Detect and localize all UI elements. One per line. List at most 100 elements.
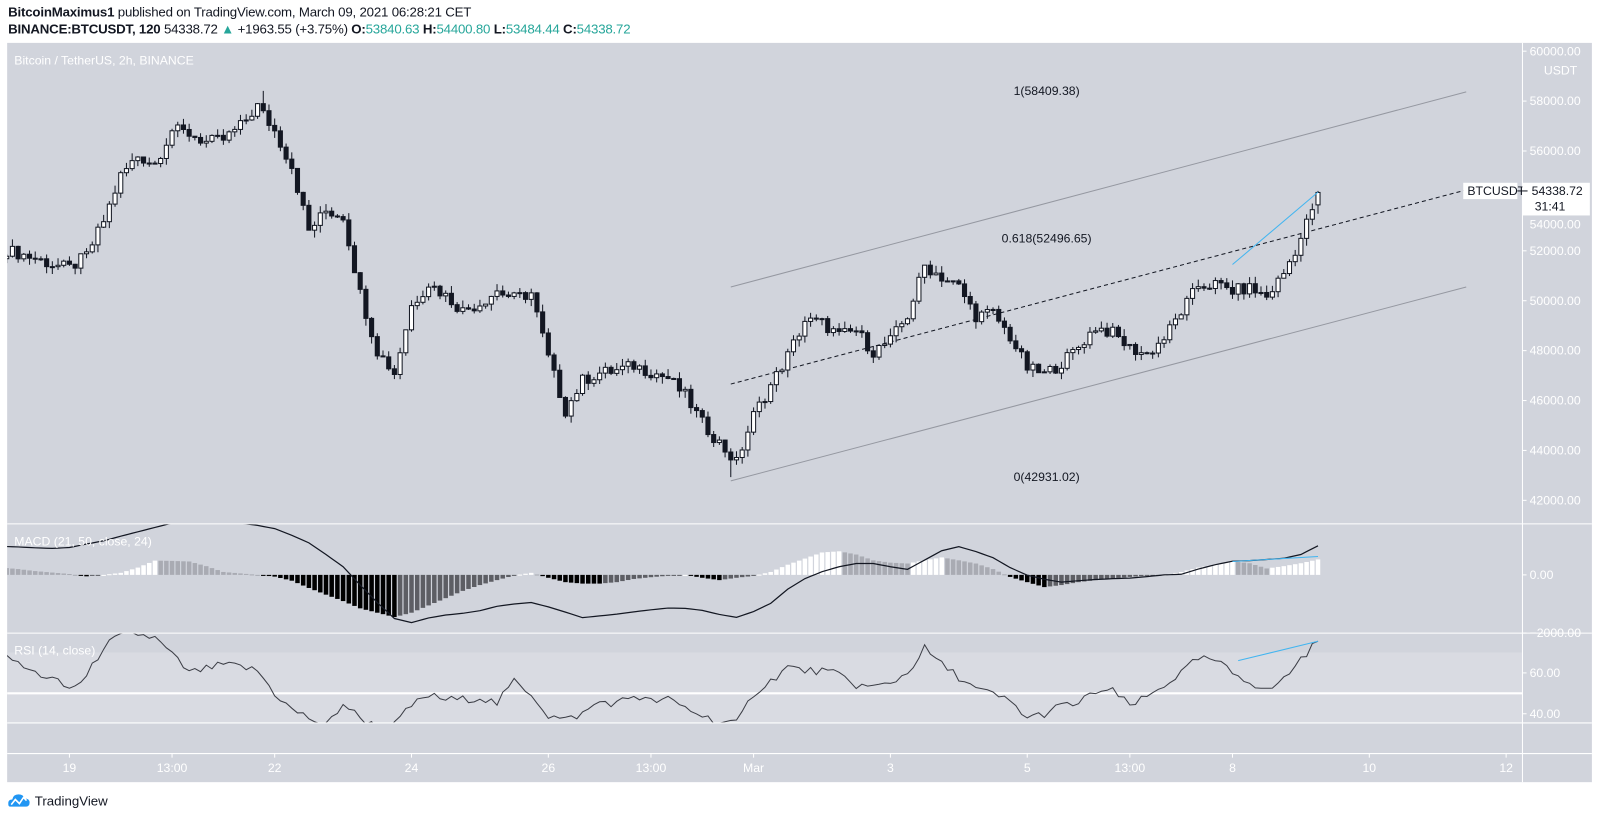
candle-body [192,135,198,138]
macd-trendline-blue[interactable] [1232,556,1319,563]
candle [1075,345,1082,355]
candle-body [1075,346,1082,351]
macd-histogram-bar [1310,560,1315,575]
candle [574,389,580,402]
brand-footer[interactable]: TradingView [8,792,108,808]
candle [294,167,301,195]
candle-body [163,144,169,159]
candle-body [1047,365,1053,373]
candle-body [152,162,158,165]
macd-histogram-bar [84,574,89,577]
macd-histogram-bar [859,556,865,575]
candle [996,305,1002,324]
candle [899,321,905,333]
macd-histogram-bar [682,574,688,576]
macd-histogram-bar [403,574,409,615]
candle-body [716,439,722,444]
symbol-label: BTCUSDT [1467,184,1525,198]
candle-body [1013,340,1019,350]
candle-body [1150,352,1156,355]
candle [55,258,61,270]
macd-histogram-bar [757,574,762,576]
time-axis-label: 5 [1024,761,1031,775]
macd-histogram-bar [1275,566,1281,575]
trendline-blue[interactable] [1232,191,1319,265]
macd-histogram-bar [785,564,791,575]
candle [243,114,249,125]
channel-lower-line[interactable] [730,286,1467,482]
channel-middle-line[interactable] [730,189,1467,385]
macd-histogram-bar [437,574,443,601]
candle-body [813,317,819,320]
candle [169,128,175,149]
price-axis-label: 56000.00 [1530,144,1581,158]
macd-histogram-bar [962,561,967,575]
candle [751,407,757,436]
macd-histogram-bar [477,574,483,586]
candle-body [1275,277,1281,293]
rsi-legend: RSI (14, close) [14,644,95,658]
macd-histogram-bar [910,562,916,575]
macd-histogram-bar [340,574,346,602]
macd-histogram-bar [990,569,996,575]
rsi-trendline-blue[interactable] [1238,640,1319,662]
fib-level-label[interactable]: 0.618(52496.65) [1002,232,1092,246]
candle [1252,276,1258,298]
candle-body [483,303,489,307]
channel-upper-line[interactable] [730,91,1467,288]
open-label: O: [351,21,366,37]
macd-histogram-bar [471,574,477,588]
macd-histogram-bar [1019,574,1024,581]
candle-body [61,260,67,266]
candle-body [676,378,683,392]
candle-body [1212,280,1218,290]
candle [237,114,244,135]
publisher-name[interactable]: BitcoinMaximus1 [8,4,115,20]
macd-histogram-bar [979,565,984,575]
candle-body [83,251,90,255]
candle [1269,285,1275,300]
candle [802,316,808,343]
macd-histogram-bar [1030,574,1036,584]
macd-histogram-bar [1315,559,1321,575]
candle-body [728,451,734,461]
candle-body [1309,209,1315,220]
candle [1036,363,1042,374]
macd-histogram-bar [574,574,580,584]
axes[interactable]: 60000.00 58000.00 56000.00 54000.00 52000.00… [63,44,1582,775]
candle-body [665,376,671,379]
candle [722,439,728,458]
candle-body [790,339,797,353]
macd-histogram-bar [876,561,882,575]
time-axis-label: Mar [743,761,764,775]
candle [203,135,209,148]
candle [916,272,922,305]
candle [289,152,295,175]
candle [540,304,546,338]
macd-histogram-bar [945,558,950,575]
fib-level-label[interactable]: 0(42931.02) [1014,470,1080,484]
bar-countdown: 31:41 [1535,199,1566,213]
candle [283,143,289,164]
macd-histogram-bar [186,561,192,575]
macd-histogram-bar [620,574,625,582]
candle [1309,203,1315,226]
candle-body [369,317,375,338]
price-axis-label: 46000.00 [1530,394,1581,408]
candle-body [391,368,397,375]
time-axis-label: 19 [63,761,77,775]
macd-histogram-bar [232,572,238,575]
candle-body [904,318,911,325]
macd-histogram-bar [637,574,642,579]
macd-histogram-bar [1224,562,1230,575]
macd-histogram-bar [72,574,78,576]
candle [15,245,21,263]
fib-level-label[interactable]: 1(58409.38) [1014,84,1080,98]
macd-histogram-bar [711,574,716,580]
candle-body [1247,283,1253,295]
candle-body [300,191,306,206]
macd-histogram-bar [819,552,825,575]
macd-histogram-bar [528,572,534,575]
